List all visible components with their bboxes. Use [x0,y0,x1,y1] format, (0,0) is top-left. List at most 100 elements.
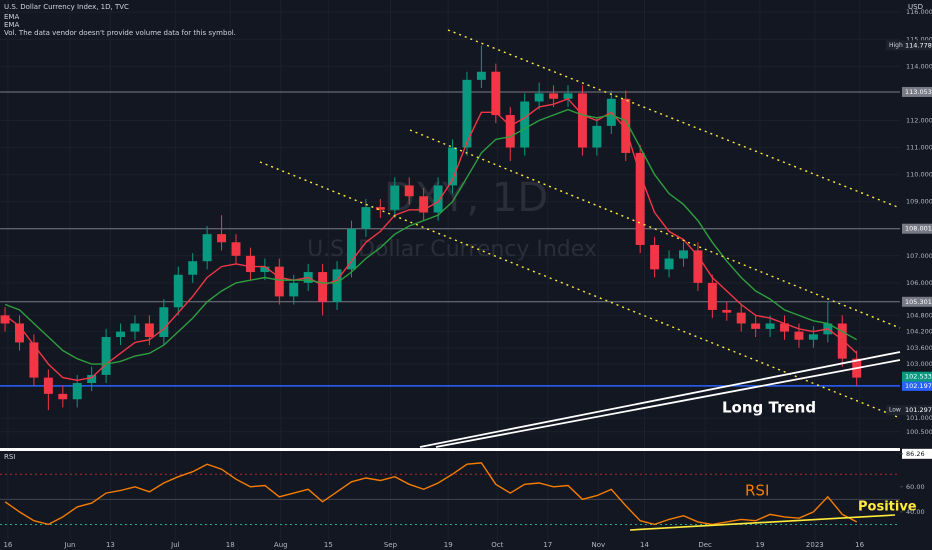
candle-body [534,93,544,102]
x-tick-label: 14 [640,541,649,549]
currency: USD [908,3,923,11]
candle-body [289,282,299,297]
rsi-tick-label: 40.00 [906,508,925,516]
price-badge-label: 108.001 [905,225,932,233]
candle-body [130,323,140,332]
high-marker [902,40,932,51]
y-tick-label: 111.000 [906,144,932,152]
plot [0,45,900,526]
volume-note: Vol. The data vendor doesn't provide vol… [4,29,236,37]
trend-line [435,359,901,448]
x-tick-label: 16 [855,541,864,549]
x-tick-label: 16 [3,541,12,549]
candle-body [404,185,414,197]
annotation: Long Trend [722,399,816,417]
y-tick-label: 101.000 [906,414,932,422]
chart-title: U.S. Dollar Currency Index, 1D, TVC [4,3,129,11]
x-tick-label: 13 [106,541,115,549]
candle-body [563,93,573,99]
candle-body [679,250,688,259]
trend-line [419,351,901,448]
y-tick-label: 116.000 [906,8,932,16]
rsi-line [4,462,858,526]
candle-body [505,115,515,148]
candle-body [808,334,818,340]
y-tick-label: 114.000 [906,62,932,70]
marker-tag [886,40,902,51]
candle-body [101,337,111,375]
candle-body [390,185,400,210]
candle-body [664,258,674,270]
watermark-symbol: DXY, 1D [384,175,548,221]
candle-body [188,261,198,275]
candle-body [332,269,342,302]
candle-body [520,101,530,148]
candle-body [72,383,82,400]
candle-body [577,93,587,148]
candle-body [0,315,10,324]
marker-tag-label: High [889,42,903,49]
candle-body [549,93,559,99]
candle-body [43,377,53,394]
candle-body [217,234,227,243]
last-price-badge [902,371,932,382]
y-tick-label: 104.200 [906,328,932,336]
y-tick-label: 103.000 [906,360,932,368]
candle-body [318,272,328,302]
candle-body [621,98,631,153]
candle-body [837,323,847,359]
rsi-badge [902,448,932,459]
candle-body [375,207,385,210]
candle-body [707,282,717,310]
last-price-badge-label: 102.533 [905,373,932,381]
ema-line [4,97,858,382]
y-tick-label: 100.500 [906,428,932,436]
legend-entry: EMA [4,13,19,21]
candle-body [116,331,126,338]
candle-body [419,196,429,213]
candle-body [144,323,154,338]
x-tick-label: 18 [226,541,235,549]
price-badge-label: 113.053 [905,88,932,96]
candle-body [274,266,284,297]
candle-body [780,323,789,332]
x-tick-label: Jul [170,541,180,549]
y-tick-label: 107.000 [906,252,932,260]
x-tick-label: 15 [324,541,333,549]
candle-body [448,147,458,186]
candle-body [87,374,97,384]
candle-body [260,266,270,273]
rsi-annotation: Positive [858,500,917,515]
candle-body [173,274,183,308]
axis: 16 Jun 13 Jul 18 Aug 15 Sep 19 Oct 17 Nov 14 Dec 19 202… [3,8,932,549]
candle-body [751,323,761,329]
y-tick-label: 103.600 [906,344,932,352]
candle-body [650,244,660,270]
x-tick-label: 17 [543,541,552,549]
candle-body [347,228,356,270]
candle-body [361,207,371,229]
candle-body [202,234,212,262]
legend-entry: EMA [4,21,19,29]
y-tick-label: 115.000 [906,35,932,43]
marker-tag-label: Low [889,407,901,414]
candle-body [29,342,39,378]
price-badge-label: 105.301 [905,298,932,306]
x-tick-label: Sep [384,541,398,549]
rsi-annotation: RSI [745,482,769,500]
x-tick-label: Jun [64,541,76,549]
candle-body [794,331,804,340]
candle-body [476,71,486,80]
x-tick-label: 19 [444,541,453,549]
price-badge [902,86,932,97]
y-tick-label: 106.000 [906,279,932,287]
y-tick-label: 110.000 [906,171,932,179]
candle-body [693,250,703,283]
price-badge-label: 102.197 [905,382,932,390]
rsi-trend-line [629,514,896,531]
candle-body [722,309,732,313]
candle-body [635,152,645,245]
low-marker [902,405,932,416]
high-marker-label: 114.778 [905,41,932,49]
